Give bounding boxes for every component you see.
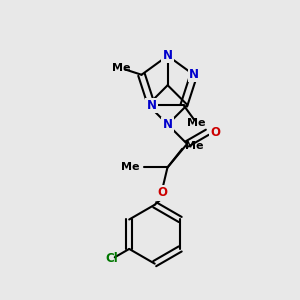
Text: O: O xyxy=(158,187,168,200)
Text: N: N xyxy=(163,118,173,131)
Text: O: O xyxy=(210,126,220,139)
Text: N: N xyxy=(189,68,199,81)
Text: Me: Me xyxy=(122,163,140,172)
Text: N: N xyxy=(163,49,173,62)
Text: Cl: Cl xyxy=(106,252,118,265)
Text: Me: Me xyxy=(185,141,204,151)
Text: N: N xyxy=(146,99,157,112)
Text: Me: Me xyxy=(112,63,130,73)
Text: Me: Me xyxy=(187,118,206,128)
